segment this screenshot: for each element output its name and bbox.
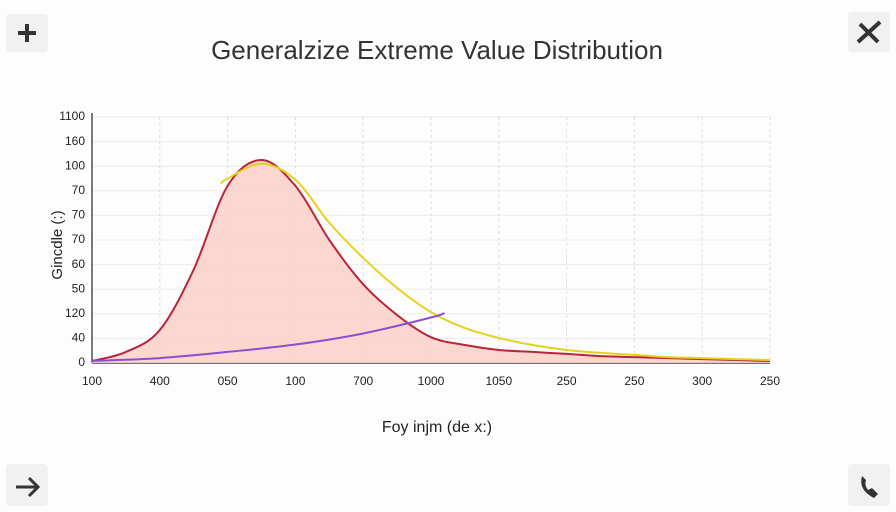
tools-button[interactable] <box>848 12 890 52</box>
x-tick-label: 050 <box>218 374 238 388</box>
y-tick-label: 70 <box>72 183 86 197</box>
x-tick-label: 250 <box>760 374 780 388</box>
y-tick-label: 120 <box>65 306 85 320</box>
line <box>220 162 771 362</box>
y-axis-label: Gincdle (:) <box>49 210 66 279</box>
call-button[interactable] <box>848 464 890 506</box>
chart-title: Generalzize Extreme Value Distribution <box>211 35 663 65</box>
y-tick-label: 160 <box>65 134 85 148</box>
line <box>91 312 445 363</box>
x-tick-label: 400 <box>150 374 170 388</box>
y-tick-label: 70 <box>72 208 86 222</box>
x-tick-label: 250 <box>624 374 644 388</box>
x-tick-label: 1050 <box>485 374 512 388</box>
add-button[interactable] <box>6 14 48 52</box>
x-tick-label: 300 <box>692 374 712 388</box>
y-tick-label: 50 <box>72 281 86 295</box>
y-tick-label: 1100 <box>59 109 85 123</box>
y-tick-label: 40 <box>72 331 86 345</box>
x-tick-label: 250 <box>557 374 577 388</box>
x-axis-label: Foy injm (de x:) <box>382 419 492 436</box>
y-tick-label: 70 <box>72 232 86 246</box>
line <box>91 159 771 363</box>
y-tick-label: 100 <box>65 158 85 172</box>
y-tick-label: 0 <box>78 355 85 369</box>
next-button[interactable] <box>6 464 48 506</box>
x-tick-label: 1000 <box>418 374 445 388</box>
x-tick-label: 100 <box>285 374 305 388</box>
x-tick-label: 700 <box>353 374 373 388</box>
area <box>92 160 770 363</box>
y-tick-label: 60 <box>72 257 86 271</box>
x-tick-label: 100 <box>82 374 102 388</box>
